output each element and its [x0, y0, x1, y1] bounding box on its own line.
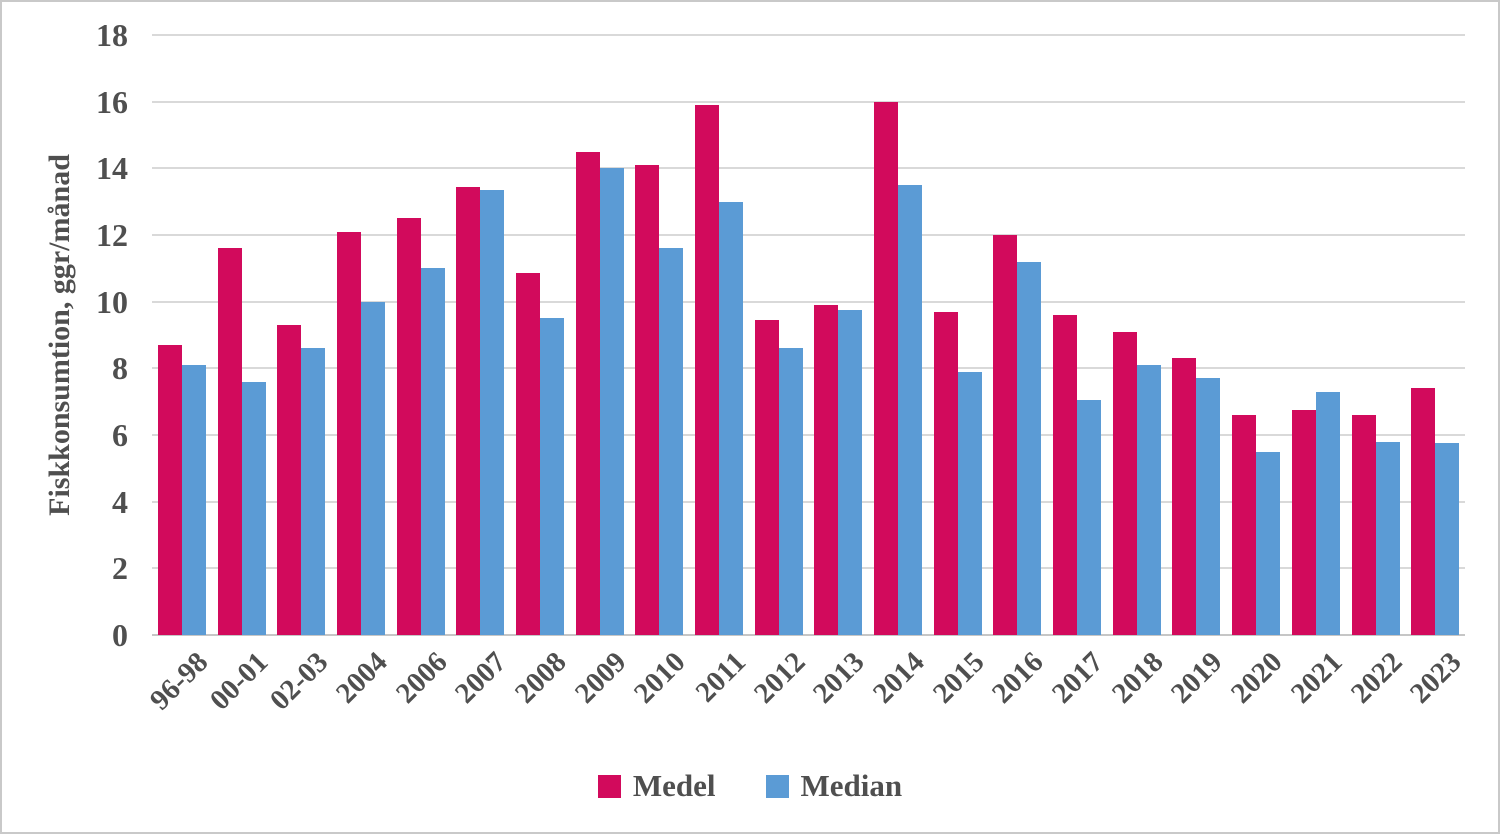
- x-category-label: 2015: [926, 646, 991, 710]
- gridline: [152, 567, 1465, 570]
- bar-medel-2004: [336, 231, 361, 635]
- legend-swatch-medel: [597, 774, 621, 798]
- bar-median-2017: [1077, 400, 1102, 635]
- bar-median-2019: [1196, 378, 1221, 635]
- legend-label: Median: [800, 768, 903, 803]
- bar-medel-2011: [695, 105, 719, 635]
- x-category-label: 2017: [1046, 646, 1110, 710]
- legend-item-median: Median: [765, 768, 903, 804]
- x-category-label: 2021: [1284, 646, 1349, 710]
- bar-medel-2016: [993, 235, 1018, 635]
- bar-median-02-03: [301, 348, 326, 635]
- x-category-label: 02-03: [263, 646, 334, 717]
- bar-median-2018: [1136, 365, 1161, 635]
- bar-median-2009: [599, 168, 624, 635]
- x-category-label: 2023: [1404, 646, 1468, 710]
- legend-item-medel: Medel: [597, 768, 716, 804]
- bar-median-2014: [898, 185, 922, 635]
- x-category-label: 2013: [807, 646, 871, 710]
- bar-medel-2009: [575, 151, 600, 635]
- bar-median-2012: [778, 348, 803, 635]
- bar-median-2023: [1435, 443, 1460, 635]
- bar-medel-2008: [515, 273, 540, 635]
- bar-median-2020: [1256, 451, 1281, 635]
- x-category-label: 2012: [747, 646, 812, 710]
- bar-medel-2017: [1053, 315, 1078, 635]
- bar-median-2013: [838, 310, 863, 635]
- x-category-label: 2016: [986, 646, 1051, 710]
- bar-medel-2007: [456, 186, 481, 635]
- bar-median-2016: [1017, 261, 1042, 635]
- x-category-label: 2019: [1165, 646, 1230, 710]
- y-tick-label: 18: [96, 17, 128, 53]
- bar-median-2007: [480, 190, 505, 635]
- bar-medel-2013: [814, 305, 839, 635]
- x-category-label: 2006: [389, 646, 454, 710]
- gridline: [152, 300, 1465, 303]
- gridline: [152, 500, 1465, 503]
- bar-median-2006: [420, 268, 445, 635]
- y-tick-label: 12: [96, 217, 128, 253]
- y-axis-title: Fiskkonsumtion, ggr/månad: [43, 154, 76, 516]
- legend: Medel Median: [2, 768, 1498, 804]
- x-category-label: 2022: [1344, 646, 1409, 710]
- bar-median-2010: [659, 248, 684, 635]
- y-tick-label: 10: [96, 283, 128, 320]
- x-category-label: 2010: [628, 646, 692, 710]
- y-tick-label: 0: [112, 617, 128, 653]
- x-category-label: 2008: [508, 646, 573, 710]
- bar-medel-02-03: [277, 325, 302, 635]
- bar-medel-2015: [933, 311, 958, 635]
- gridline: [152, 100, 1465, 103]
- bar-medel-2020: [1232, 415, 1257, 635]
- bar-median-00-01: [241, 381, 266, 635]
- x-category-label: 2004: [329, 646, 394, 710]
- x-category-label: 2018: [1105, 646, 1170, 710]
- x-category-label: 2014: [866, 646, 931, 710]
- x-category-label: 2009: [568, 646, 633, 710]
- bar-medel-2010: [635, 165, 660, 635]
- bar-median-2004: [360, 301, 385, 635]
- bar-medel-96-98: [157, 345, 182, 635]
- y-tick-label: 2: [112, 550, 128, 587]
- y-tick-label: 4: [112, 483, 128, 520]
- bar-medel-2006: [396, 218, 421, 635]
- gridline: [152, 167, 1465, 170]
- bar-median-2015: [957, 371, 982, 635]
- y-tick-label: 6: [112, 417, 128, 453]
- bar-median-2022: [1375, 441, 1400, 635]
- bar-medel-2019: [1172, 358, 1197, 635]
- y-tick-label: 8: [112, 350, 128, 387]
- gridline: [152, 434, 1465, 436]
- x-category-label: 2007: [449, 646, 513, 710]
- x-category-label: 2020: [1225, 646, 1289, 710]
- x-category-label: 96-98: [143, 646, 215, 717]
- bar-medel-00-01: [217, 248, 242, 635]
- bar-median-2021: [1315, 391, 1340, 635]
- bar-medel-2012: [754, 320, 779, 635]
- legend-label: Medel: [632, 768, 716, 803]
- bar-medel-2021: [1291, 410, 1316, 635]
- bar-median-96-98: [181, 365, 206, 635]
- bar-medel-2018: [1112, 331, 1137, 635]
- gridline: [152, 234, 1465, 236]
- gridline: [152, 34, 1465, 36]
- bar-medel-2022: [1351, 415, 1376, 635]
- gridline: [152, 367, 1465, 370]
- y-tick-label: 14: [96, 150, 128, 187]
- y-tick-label: 16: [96, 83, 128, 120]
- bar-median-2011: [719, 201, 743, 635]
- legend-swatch-median: [765, 774, 789, 798]
- bar-median-2008: [539, 318, 564, 635]
- x-axis-line: [152, 634, 1465, 636]
- x-category-label: 2011: [689, 646, 752, 709]
- bar-medel-2023: [1411, 388, 1436, 635]
- bar-medel-2014: [874, 101, 898, 635]
- x-category-label: 00-01: [203, 646, 275, 717]
